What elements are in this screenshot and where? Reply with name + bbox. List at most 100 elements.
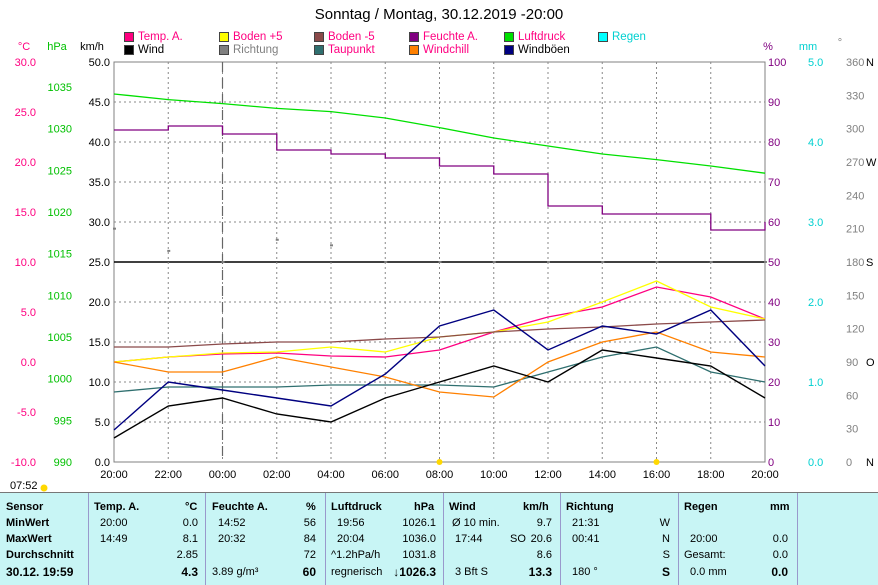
direction-point xyxy=(709,261,713,263)
legend-swatch xyxy=(504,32,514,42)
legend-label: Richtung xyxy=(233,44,279,56)
wind-current: 13.3 xyxy=(528,565,552,579)
direction-current: S xyxy=(661,565,670,579)
row-label-sensor: Sensor xyxy=(6,501,44,513)
wind-tick-label: 50.0 xyxy=(89,57,110,69)
humidity-current: 60 xyxy=(302,565,316,579)
direction-max: N xyxy=(662,533,670,545)
legend-swatch xyxy=(504,45,514,55)
pressure-forecast: regnerisch xyxy=(331,566,383,578)
x-tick-label: 16:00 xyxy=(643,469,671,481)
direction-cardinal-label: N xyxy=(866,457,874,469)
wind-tick-label: 10.0 xyxy=(89,377,110,389)
series-line-5 xyxy=(113,346,766,393)
pressure-tick-label: 1020 xyxy=(48,207,72,219)
series-line-6 xyxy=(113,331,766,398)
wind-unit-label: km/h xyxy=(80,41,104,53)
wind-tick-label: 40.0 xyxy=(89,137,110,149)
temp-tick-label: 5.0 xyxy=(21,307,36,319)
direction-point xyxy=(547,261,550,263)
legend-item-8: Taupunkt xyxy=(314,44,375,56)
rain-total: 0.0 xyxy=(772,549,788,561)
rain-today: 0.0 mm xyxy=(690,566,727,578)
pressure-tick-label: 1010 xyxy=(48,290,72,302)
direction-tick-label: 60 xyxy=(846,390,858,402)
humidity-unit: % xyxy=(306,501,316,513)
direction-min: W xyxy=(659,517,670,529)
pressure-min-time: 19:56 xyxy=(337,517,365,529)
series-line-7 xyxy=(113,349,766,439)
x-tick-label: 22:00 xyxy=(154,469,182,481)
x-tick-label: 18:00 xyxy=(697,469,725,481)
wind-tick-label: 15.0 xyxy=(89,337,110,349)
direction-point xyxy=(167,249,171,252)
temp-avg: 2.85 xyxy=(176,549,198,561)
legend-item-4: Luftdruck xyxy=(504,31,565,43)
pressure-min: 1026.1 xyxy=(402,517,436,529)
series-line-2 xyxy=(113,286,766,363)
direction-point xyxy=(764,261,767,263)
wind-bft: 3 Bft S xyxy=(455,566,489,578)
rain-tick-label: 0.0 xyxy=(808,457,823,469)
humidity-tick-label: 50 xyxy=(768,257,780,269)
weather-chart: 20:00 22:00 00:00 02:00 04:00 06:00 08:00 10:00… xyxy=(11,37,877,492)
humidity-tick-label: 10 xyxy=(768,417,780,429)
direction-unit-label: ° xyxy=(838,37,842,49)
direction-point xyxy=(384,261,388,263)
pressure-tick-label: 1000 xyxy=(48,374,72,386)
pressure-tick-label: 1025 xyxy=(48,165,72,177)
humidity-tick-label: 30 xyxy=(768,337,780,349)
temp-tick-label: 25.0 xyxy=(15,107,36,119)
wind-header: Wind xyxy=(449,501,476,513)
row-label-max: MaxWert xyxy=(6,533,52,545)
pressure-tick-label: 1030 xyxy=(48,124,72,136)
temp-max-time: 14:49 xyxy=(100,533,128,545)
series-line-1 xyxy=(114,125,766,231)
temp-unit-label: °C xyxy=(18,41,30,53)
humidity-max-time: 20:32 xyxy=(218,533,246,545)
x-tick-label: 10:00 xyxy=(480,469,508,481)
legend-swatch xyxy=(409,45,419,55)
wind-avg10: 9.7 xyxy=(536,517,552,529)
wind-max: 20.6 xyxy=(530,533,552,545)
direction-tick-label: 270 xyxy=(846,157,864,169)
pressure-tick-label: 1005 xyxy=(48,332,72,344)
wind-tick-label: 20.0 xyxy=(89,297,110,309)
legend-swatch xyxy=(219,45,229,55)
direction-tick-label: 150 xyxy=(846,290,864,302)
direction-point xyxy=(221,261,225,263)
series-line-8 xyxy=(113,309,766,431)
legend-swatch xyxy=(124,45,134,55)
humidity-tick-label: 80 xyxy=(768,137,780,149)
rain-current: 0.0 xyxy=(771,565,788,579)
rain-tick-label: 3.0 xyxy=(808,217,823,229)
temp-min: 0.0 xyxy=(182,517,198,529)
direction-tick-label: 90 xyxy=(846,357,858,369)
humidity-tick-label: 60 xyxy=(768,217,780,229)
series-line-0 xyxy=(113,93,766,174)
legend-item-3: Feuchte A. xyxy=(409,31,478,43)
direction-degrees: 180 ° xyxy=(572,566,598,578)
row-label-avg: Durchschnitt xyxy=(6,549,74,561)
legend-item-1: Boden +5 xyxy=(219,31,283,43)
humidity-abs: 3.89 g/m³ xyxy=(212,566,259,578)
direction-cardinal-label: W xyxy=(866,157,877,169)
wind-avg: 8.6 xyxy=(536,549,552,561)
temp-tick-label: -10.0 xyxy=(11,457,36,469)
rain-max: 0.0 xyxy=(772,533,788,545)
wind-max-dir: SO xyxy=(510,533,526,545)
temp-max: 8.1 xyxy=(182,533,198,545)
direction-avg: S xyxy=(662,549,670,561)
legend-label: Feuchte A. xyxy=(423,31,478,43)
legend-swatch xyxy=(124,32,134,42)
direction-tick-label: 180 xyxy=(846,257,864,269)
rain-tick-label: 2.0 xyxy=(808,297,823,309)
legend-item-5: Regen xyxy=(598,31,646,43)
rain-tick-label: 1.0 xyxy=(808,377,823,389)
chart-title: Sonntag / Montag, 30.12.2019 -20:00 xyxy=(314,6,564,23)
legend-label: Luftdruck xyxy=(518,31,566,43)
legend-label: Boden -5 xyxy=(328,31,375,43)
event-marker xyxy=(40,484,48,492)
temp-min-time: 20:00 xyxy=(100,517,128,529)
humidity-tick-label: 40 xyxy=(768,297,780,309)
